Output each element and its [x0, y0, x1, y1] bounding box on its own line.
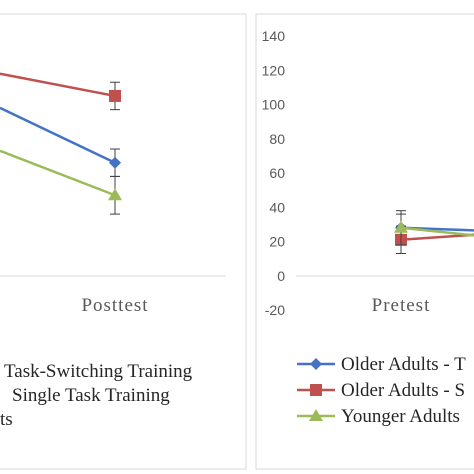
left-data-point-1: [109, 156, 121, 169]
right-y-tick-label: 60: [269, 165, 285, 181]
left-data-point-3: [108, 188, 122, 201]
left-legend: Task-Switching Training Single Task Trai…: [0, 361, 193, 430]
left-legend-entry-3: ts: [0, 409, 13, 430]
right-y-tick-label: 100: [262, 97, 286, 113]
left-series-line-3: [0, 149, 116, 197]
right-legend-marker-2: [310, 384, 322, 396]
right-chart-panel: 140 120 100 80 60 40 20 0 -20 Pretest Older Adul…: [255, 13, 474, 470]
right-y-tick-label: 140: [262, 28, 286, 44]
right-category-label-pretest: Pretest: [372, 295, 431, 316]
left-series-line-2: [0, 72, 116, 98]
right-y-tick-label: 20: [269, 234, 285, 250]
left-series-line-1: [0, 106, 116, 164]
right-y-axis-ticks: 140 120 100 80 60 40 20 0 -20: [262, 28, 286, 318]
right-y-tick-label: 80: [269, 131, 285, 147]
left-legend-entry-1: Task-Switching Training: [4, 361, 193, 382]
right-series-group: [394, 210, 474, 254]
right-panel-border: [255, 13, 474, 470]
right-legend-marker-1: [310, 358, 322, 370]
right-y-tick-label: 40: [269, 199, 285, 215]
right-series-line-3: [400, 226, 474, 237]
right-legend-label-2: Older Adults - S: [341, 380, 465, 401]
right-legend-marker-3: [309, 409, 323, 421]
right-legend-label-1: Older Adults - T: [341, 354, 466, 375]
right-legend: Older Adults - T Older Adults - S Younger …: [297, 354, 466, 427]
right-y-tick-label: 120: [262, 62, 286, 78]
right-data-point-3: [394, 220, 408, 233]
right-legend-label-3: Younger Adults: [341, 406, 460, 427]
left-series-group: [0, 72, 122, 215]
left-panel-border: [0, 13, 247, 470]
left-category-label-posttest: Posttest: [81, 295, 148, 316]
left-chart-panel: Posttest Task-Switching Training Single …: [0, 13, 247, 470]
left-legend-entry-2: Single Task Training: [12, 385, 170, 406]
right-y-tick-label: 0: [277, 268, 285, 284]
right-y-tick-label: -20: [265, 302, 285, 318]
left-data-point-2: [109, 89, 121, 102]
right-series-line-2: [400, 233, 474, 242]
